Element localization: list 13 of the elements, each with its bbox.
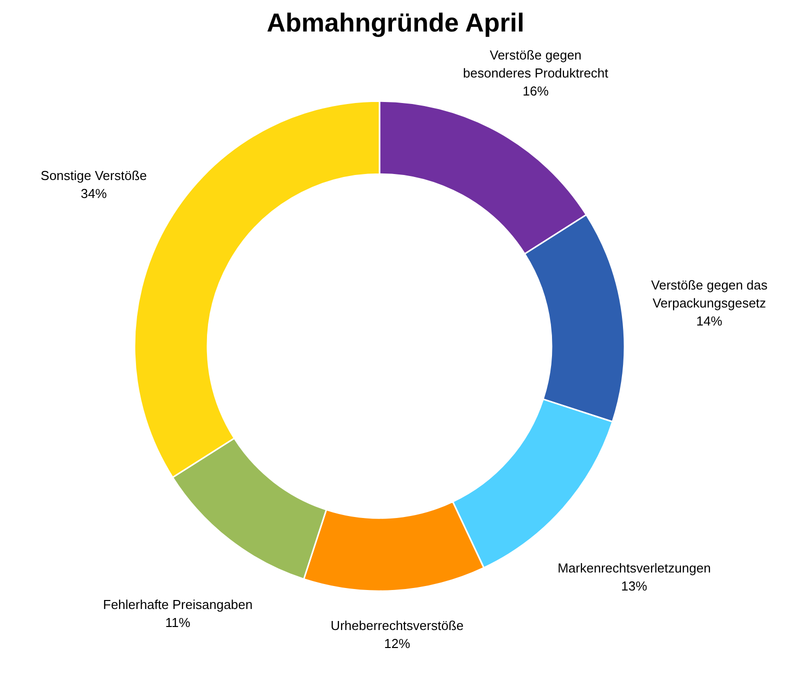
data-label: 13%: [621, 578, 648, 594]
data-label: 34%: [80, 186, 108, 201]
data-label: 11%: [165, 615, 191, 630]
data-label: 14%: [696, 314, 723, 329]
slice-label: Markenrechtsverletzungen: [558, 560, 711, 576]
slice-label: Verstöße gegen besonderes Produktrecht: [463, 47, 609, 80]
slice-label: Urheberrechtsverstöße: [330, 618, 464, 634]
slice-label: Verstöße gegen das Verpackungsgesetz: [651, 278, 768, 311]
data-label: 12%: [384, 636, 411, 652]
data-label: 16%: [522, 83, 550, 98]
chart-title: Abmahngründe April: [266, 8, 524, 38]
slice-label: Fehlerhafte Preisangaben: [103, 597, 253, 612]
slice-label: Sonstige Verstöße: [40, 168, 147, 183]
